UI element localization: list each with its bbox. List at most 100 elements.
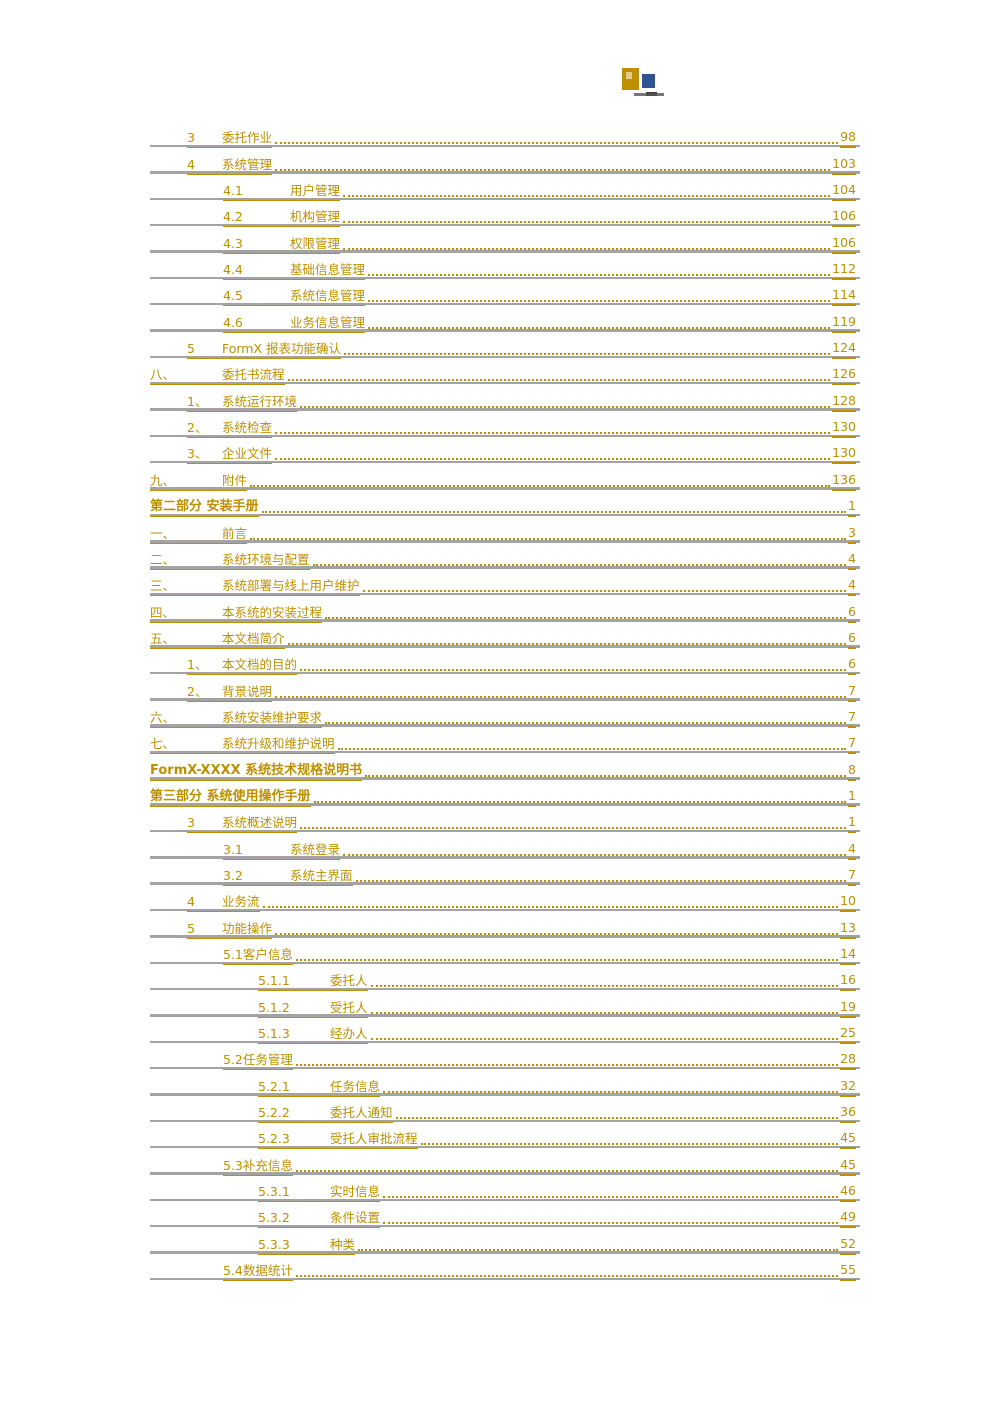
toc-entry-link[interactable]: 5 FormX 报表功能确认 [187, 341, 342, 360]
toc-entry-link[interactable]: 5.4 数据统计 [223, 1263, 293, 1282]
toc-entry-title: 系统检查 [222, 420, 273, 436]
toc-row[interactable]: 5.1 客户信息 14 [150, 939, 860, 965]
toc-entry-link[interactable]: 5.1.2 受托人 [258, 1000, 368, 1018]
toc-entry-link[interactable]: 5.2.1 任务信息 [258, 1079, 381, 1097]
toc-row[interactable]: 5.1.3 经办人 25 [150, 1018, 860, 1045]
toc-row[interactable]: 3 系统概述说明 1 [150, 807, 860, 834]
toc-entry-link[interactable]: 4 系统管理 [187, 157, 273, 175]
toc-row[interactable]: 5.3.3 种类 52 [150, 1228, 860, 1255]
toc-row[interactable]: 3、 企业文件 130 [150, 438, 860, 465]
toc-entry-link[interactable]: 九、 附件 [150, 473, 248, 491]
toc-row[interactable]: 2、 背景说明 7 [150, 675, 860, 702]
toc-row[interactable]: 5.2.3 受托人审批流程 45 [150, 1123, 860, 1150]
toc-row[interactable]: 六、 系统安装维护要求 7 [150, 702, 860, 728]
toc-row[interactable]: 4 系统管理 103 [150, 148, 860, 175]
toc-row[interactable]: 二、 系统环境与配置 4 [150, 544, 860, 570]
toc-row[interactable]: 4.2 机构管理 106 [150, 201, 860, 228]
toc-entry-link[interactable]: 四、 本系统的安装过程 [150, 605, 323, 623]
toc-row[interactable]: 4.5 系统信息管理 114 [150, 280, 860, 307]
toc-row[interactable]: 5.3.2 条件设置 49 [150, 1202, 860, 1229]
toc-entry-link[interactable]: 5.3.3 种类 [258, 1236, 356, 1255]
toc-row[interactable]: 4.3 权限管理 106 [150, 227, 860, 254]
toc-row[interactable]: 第三部分 系统使用操作手册 1 [150, 781, 860, 807]
toc-row[interactable]: 一、 前言 3 [150, 517, 860, 544]
toc-row[interactable]: 4 业务流 10 [150, 886, 860, 913]
toc-section-heading[interactable]: FormX-XXXX 系统技术规格说明书 [150, 763, 363, 781]
toc-entry-title: 种类 [330, 1236, 356, 1252]
toc-entry-link[interactable]: 3.1 系统登录 [223, 842, 341, 860]
toc-entry-number: 3 [187, 815, 195, 831]
toc-entry-link[interactable]: 5.1 客户信息 [223, 947, 293, 965]
toc-row[interactable]: 4.1 用户管理 104 [150, 175, 860, 202]
toc-entry-link[interactable]: 4.4 基础信息管理 [223, 262, 366, 281]
toc-row[interactable]: 4.6 业务信息管理 119 [150, 306, 860, 333]
toc-row[interactable]: 九、 附件 136 [150, 464, 860, 491]
toc-entry-link[interactable]: 4.6 业务信息管理 [223, 315, 366, 333]
toc-row[interactable]: 5.2.2 委托人通知 36 [150, 1097, 860, 1124]
toc-entry-link[interactable]: 5.3.2 条件设置 [258, 1210, 381, 1229]
toc-row[interactable]: 七、 系统升级和维护说明 7 [150, 728, 860, 755]
toc-entry-link[interactable]: 2、 背景说明 [187, 683, 273, 702]
toc-row[interactable]: 1、 系统运行环境 128 [150, 385, 860, 412]
toc-entry-link[interactable]: 3 委托作业 [187, 130, 273, 149]
toc-row[interactable]: 4.4 基础信息管理 112 [150, 254, 860, 281]
toc-row[interactable]: 五、 本文档简介 6 [150, 623, 860, 649]
toc-entry-link[interactable]: 4.1 用户管理 [223, 183, 341, 202]
toc-row[interactable]: 5 FormX 报表功能确认 124 [150, 333, 860, 360]
toc-row[interactable]: 5.3 补充信息 45 [150, 1149, 860, 1176]
toc-section-heading[interactable]: 第三部分 系统使用操作手册 [150, 789, 311, 807]
dot-leader [344, 353, 831, 356]
toc-entry-link[interactable]: 六、 系统安装维护要求 [150, 710, 323, 728]
table-of-contents: 3 委托作业 98 4 系统管理 103 4.1 用户管理 104 4.2 机构管理 106 4.3 权限… [150, 122, 860, 1282]
toc-entry-link[interactable]: 五、 本文档简介 [150, 631, 285, 649]
toc-entry-number: 5.2 [223, 1052, 243, 1068]
toc-page-number: 106 [832, 208, 856, 228]
toc-entry-link[interactable]: 三、 系统部署与线上用户维护 [150, 578, 360, 597]
toc-row[interactable]: 第二部分 安装手册 1 [150, 491, 860, 518]
toc-entry-title: 业务流 [222, 894, 260, 910]
toc-entry-link[interactable]: 3 系统概述说明 [187, 815, 298, 834]
toc-row[interactable]: 5 功能操作 13 [150, 912, 860, 939]
toc-entry-link[interactable]: 5.3.1 实时信息 [258, 1184, 381, 1203]
toc-entry-link[interactable]: 4.5 系统信息管理 [223, 288, 366, 307]
toc-entry-link[interactable]: 2、 系统检查 [187, 420, 273, 439]
toc-row[interactable]: 5.2.1 任务信息 32 [150, 1070, 860, 1097]
toc-entry-link[interactable]: 1、 本文档的目的 [187, 657, 298, 676]
toc-row[interactable]: 5.2 任务管理 28 [150, 1044, 860, 1071]
toc-row[interactable]: 四、 本系统的安装过程 6 [150, 596, 860, 623]
toc-entry-link[interactable]: 5 功能操作 [187, 921, 273, 939]
toc-section-heading[interactable]: 第二部分 安装手册 [150, 499, 259, 518]
toc-row[interactable]: 3.2 系统主界面 7 [150, 860, 860, 886]
toc-row[interactable]: 1、 本文档的目的 6 [150, 649, 860, 676]
toc-entry-link[interactable]: 3、 企业文件 [187, 446, 273, 465]
logo-caption-bar [634, 93, 664, 96]
toc-row[interactable]: 5.3.1 实时信息 46 [150, 1176, 860, 1203]
toc-entry-link[interactable]: 5.2.2 委托人通知 [258, 1105, 393, 1124]
toc-row[interactable]: 八、 委托书流程 126 [150, 359, 860, 386]
toc-row[interactable]: 3 委托作业 98 [150, 122, 860, 149]
toc-entry-link[interactable]: 5.1.3 经办人 [258, 1026, 368, 1045]
toc-entry-link[interactable]: 八、 委托书流程 [150, 367, 285, 386]
toc-entry-link[interactable]: 3.2 系统主界面 [223, 868, 353, 886]
toc-entry-link[interactable]: 4.2 机构管理 [223, 209, 341, 228]
toc-entry-title: 经办人 [330, 1026, 368, 1042]
toc-entry-link[interactable]: 一、 前言 [150, 526, 248, 544]
toc-entry-number: 2、 [187, 683, 208, 699]
toc-entry-link[interactable]: 1、 系统运行环境 [187, 394, 298, 412]
toc-row[interactable]: 三、 系统部署与线上用户维护 4 [150, 570, 860, 597]
toc-row[interactable]: 3.1 系统登录 4 [150, 833, 860, 860]
toc-row[interactable]: 5.1.1 委托人 16 [150, 965, 860, 992]
toc-row[interactable]: 5.4 数据统计 55 [150, 1255, 860, 1282]
toc-entry-link[interactable]: 5.2 任务管理 [223, 1052, 293, 1071]
toc-row[interactable]: 5.1.2 受托人 19 [150, 991, 860, 1018]
toc-entry-link[interactable]: 七、 系统升级和维护说明 [150, 736, 335, 755]
toc-entry-link[interactable]: 4 业务流 [187, 894, 260, 913]
toc-page-number: 3 [848, 525, 856, 544]
toc-row[interactable]: FormX-XXXX 系统技术规格说明书 8 [150, 754, 860, 781]
toc-row[interactable]: 2、 系统检查 130 [150, 412, 860, 439]
toc-entry-link[interactable]: 5.1.1 委托人 [258, 973, 368, 992]
toc-entry-link[interactable]: 二、 系统环境与配置 [150, 552, 310, 570]
toc-entry-link[interactable]: 5.2.3 受托人审批流程 [258, 1131, 418, 1150]
toc-entry-link[interactable]: 4.3 权限管理 [223, 236, 341, 254]
toc-entry-link[interactable]: 5.3 补充信息 [223, 1158, 293, 1176]
